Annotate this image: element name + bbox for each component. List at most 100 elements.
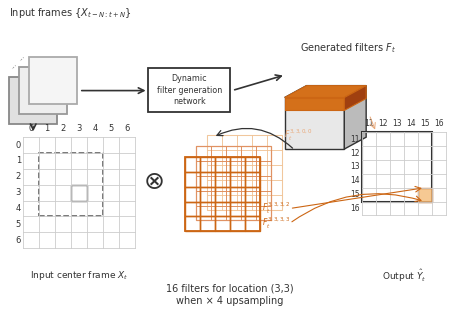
Text: 0: 0 (16, 141, 21, 149)
Bar (237, 150, 252, 165)
Text: 16: 16 (434, 119, 443, 128)
Text: Input center frame $X_t$: Input center frame $X_t$ (30, 270, 128, 282)
Bar (245, 217, 260, 231)
Text: 5: 5 (16, 220, 21, 229)
Text: 12: 12 (378, 119, 388, 128)
Bar (267, 180, 282, 195)
Bar (207, 150, 222, 165)
Text: 14: 14 (406, 119, 416, 128)
Bar (226, 206, 241, 220)
Bar (267, 195, 282, 210)
Bar (207, 195, 222, 210)
Bar (215, 172, 230, 187)
Bar (241, 146, 256, 161)
Bar (237, 180, 252, 195)
Bar (207, 165, 222, 180)
Bar (207, 180, 222, 195)
Bar (256, 176, 271, 191)
Bar (148, 68, 230, 112)
Text: 1: 1 (44, 124, 50, 133)
Bar (226, 191, 241, 206)
Text: 4: 4 (16, 204, 21, 213)
Bar (196, 206, 211, 220)
Bar (215, 157, 230, 172)
Text: 16: 16 (350, 204, 360, 213)
Bar (211, 176, 226, 191)
Bar (185, 157, 200, 172)
Bar (285, 98, 344, 149)
Text: 3: 3 (76, 124, 82, 133)
Bar (241, 206, 256, 220)
Bar (252, 135, 267, 150)
Bar (267, 135, 282, 150)
Bar (200, 157, 215, 172)
Bar (185, 187, 200, 202)
Bar (196, 161, 211, 176)
Bar (222, 165, 237, 180)
Bar (185, 172, 200, 187)
Bar (285, 98, 344, 110)
Bar (245, 157, 260, 172)
Text: $F_t^{3,3,0,0}$: $F_t^{3,3,0,0}$ (284, 128, 312, 143)
Polygon shape (344, 85, 366, 110)
Bar (19, 67, 67, 115)
Bar (226, 146, 241, 161)
Bar (215, 202, 230, 217)
Bar (211, 206, 226, 220)
Text: 14: 14 (350, 176, 360, 185)
Bar (252, 165, 267, 180)
Text: 5: 5 (108, 124, 113, 133)
Bar (230, 172, 245, 187)
Bar (230, 217, 245, 231)
Text: 13: 13 (350, 163, 360, 171)
Bar (196, 176, 211, 191)
Bar (256, 206, 271, 220)
Bar (230, 202, 245, 217)
Bar (418, 188, 432, 202)
Text: $\otimes$: $\otimes$ (143, 170, 164, 194)
Bar (362, 132, 432, 202)
Bar (222, 180, 237, 195)
Text: Output $\hat{Y}_t$: Output $\hat{Y}_t$ (382, 268, 426, 284)
Text: ...: ... (9, 60, 18, 69)
Bar (215, 187, 230, 202)
Bar (185, 202, 200, 217)
Text: $F_t^{3,3,3,2}$: $F_t^{3,3,3,2}$ (262, 201, 290, 216)
Bar (196, 146, 211, 161)
Bar (245, 172, 260, 187)
Bar (237, 135, 252, 150)
Bar (185, 217, 200, 231)
Bar (252, 195, 267, 210)
Text: ...: ... (17, 52, 26, 61)
Bar (256, 146, 271, 161)
Bar (237, 195, 252, 210)
Bar (222, 195, 237, 210)
Bar (267, 150, 282, 165)
Bar (200, 217, 215, 231)
Text: 2: 2 (16, 172, 21, 181)
Bar (29, 57, 77, 105)
Bar (245, 202, 260, 217)
Text: 3: 3 (16, 188, 21, 197)
Text: Input frames $\{X_{t-N:t+N}\}$: Input frames $\{X_{t-N:t+N}\}$ (9, 6, 132, 20)
Bar (9, 77, 57, 124)
Bar (207, 135, 282, 210)
Bar (207, 135, 222, 150)
Text: 2: 2 (60, 124, 65, 133)
Text: $F_t^{3,3,3,3}$: $F_t^{3,3,3,3}$ (262, 216, 290, 231)
Text: 11: 11 (365, 119, 374, 128)
Bar (185, 157, 260, 231)
Text: 11: 11 (350, 135, 360, 144)
Text: 6: 6 (16, 236, 21, 245)
Bar (230, 187, 245, 202)
Polygon shape (344, 85, 366, 149)
Bar (39, 153, 103, 217)
Bar (215, 217, 230, 231)
Bar (211, 161, 226, 176)
Bar (241, 176, 256, 191)
Bar (200, 172, 215, 187)
Bar (267, 165, 282, 180)
Polygon shape (285, 85, 366, 98)
Polygon shape (285, 85, 366, 98)
Text: when × 4 upsampling: when × 4 upsampling (176, 296, 284, 306)
